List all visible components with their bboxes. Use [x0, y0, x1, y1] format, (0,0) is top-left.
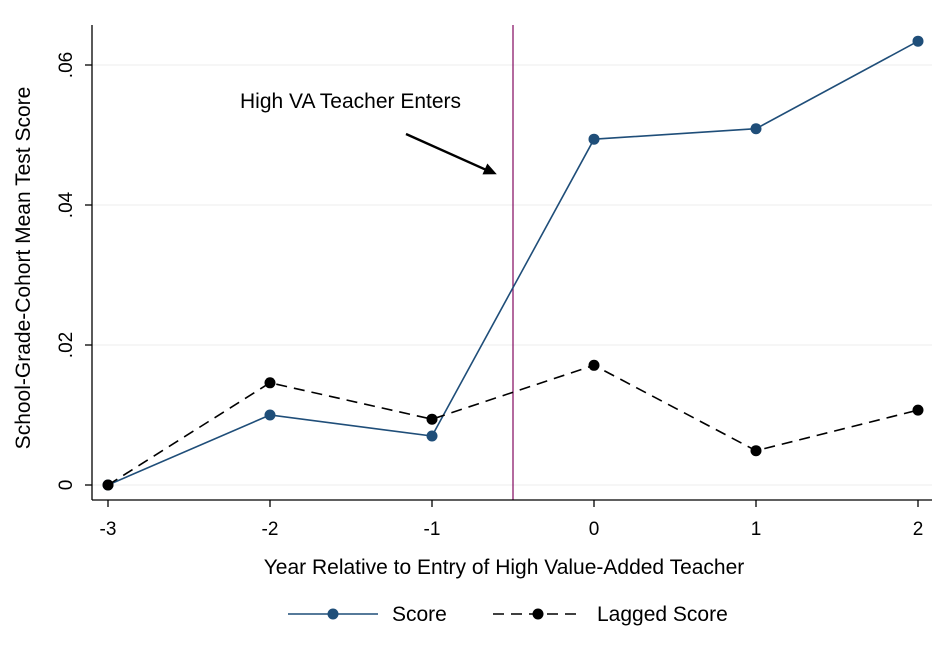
series-1-point-1	[264, 377, 276, 389]
x-tick-label-2: -1	[424, 519, 441, 540]
legend-lagged-marker	[532, 608, 544, 620]
x-tick-label-0: -3	[100, 519, 117, 540]
series-line-0	[107, 40, 919, 486]
series-0-point-1	[264, 409, 276, 421]
annotation-text: High VA Teacher Enters	[240, 90, 461, 113]
x-axis-label: Year Relative to Entry of High Value-Add…	[264, 556, 745, 579]
x-tick-label-4: 1	[751, 519, 762, 540]
legend-lagged-label: Lagged Score	[597, 603, 728, 626]
gridlines	[92, 64, 932, 486]
series-group	[102, 35, 924, 491]
y-tick-label-3: .06	[56, 52, 77, 78]
x-tick-label-3: 0	[589, 519, 600, 540]
series-line-1	[107, 364, 919, 486]
annotation-group: High VA Teacher Enters	[240, 90, 497, 175]
plot-area	[92, 25, 932, 500]
legend: Score Lagged Score	[288, 603, 728, 626]
series-0-point-5	[912, 35, 924, 47]
series-1-point-4	[750, 445, 762, 457]
y-tick-label-2: .04	[56, 191, 77, 218]
series-0-point-4	[750, 123, 762, 135]
series-1-point-2	[426, 413, 438, 425]
series-0-point-3	[588, 133, 600, 145]
y-axis-label: School-Grade-Cohort Mean Test Score	[12, 87, 35, 450]
annotation-arrow-head	[482, 163, 497, 175]
series-1-point-5	[912, 404, 924, 416]
axes: 0 .02 .04 .06 -3 -2 -1 0 1 2	[56, 25, 932, 540]
y-tick-label-1: .02	[56, 332, 77, 358]
x-tick-label-5: 2	[913, 519, 924, 540]
series-1-point-3	[588, 359, 600, 371]
legend-score-marker	[327, 608, 339, 620]
y-tick-label-0: 0	[56, 480, 77, 491]
series-0-point-2	[426, 430, 438, 442]
annotation-arrow-shaft	[405, 132, 488, 172]
series-1-point-0	[102, 479, 114, 491]
x-tick-label-1: -2	[262, 519, 279, 540]
legend-score-label: Score	[392, 603, 447, 626]
